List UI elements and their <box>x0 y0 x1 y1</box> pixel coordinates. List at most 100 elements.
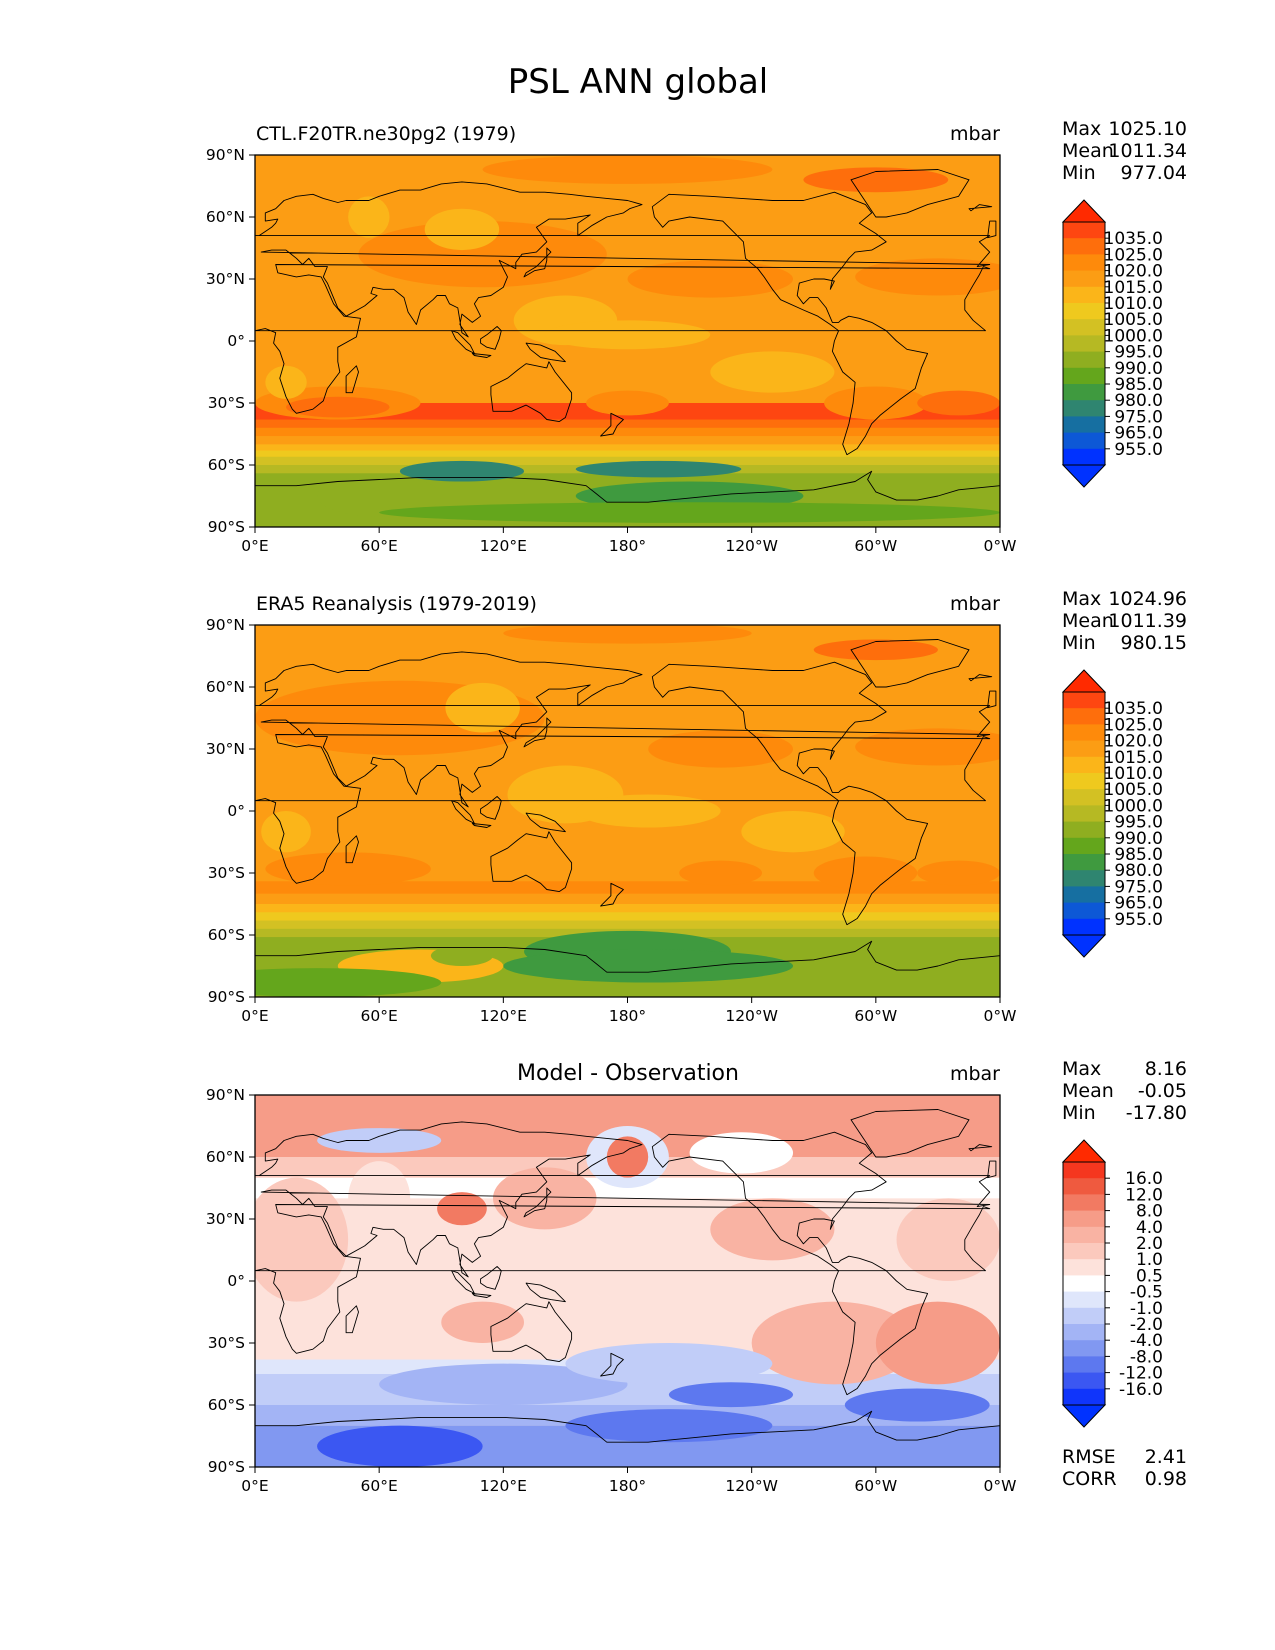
coastline <box>523 717 552 748</box>
stat-max-label-model: Max <box>1062 118 1101 140</box>
colorbar-tick-label: 1005.0 <box>1104 310 1163 330</box>
coastline <box>523 1187 552 1218</box>
colorbar-frame <box>1062 691 1106 936</box>
colorbar-tick-label: 16.0 <box>1125 1169 1163 1189</box>
x-tick-label: 120°W <box>725 537 778 555</box>
coastlines-model <box>255 169 1000 527</box>
x-tick-label: 0°W <box>984 537 1017 555</box>
coastline <box>255 1204 991 1354</box>
y-tick-label: 90°N <box>206 146 245 164</box>
stat-max-label-diff: Max <box>1062 1058 1101 1080</box>
field-contour <box>544 320 711 350</box>
field-contour <box>399 460 525 482</box>
field-contour <box>441 1301 525 1344</box>
colorbar-tick-label: 1000.0 <box>1104 796 1163 816</box>
x-tick-label: 180° <box>609 1007 646 1025</box>
colorbar-swatch <box>1063 773 1105 790</box>
colorbar-swatch <box>1063 886 1105 903</box>
colorbar-swatch <box>1063 1275 1105 1292</box>
coastline <box>968 1144 993 1152</box>
x-tick-label: 120°E <box>480 1007 527 1025</box>
field-contour <box>917 390 1000 416</box>
colorbar-tick-label: 980.0 <box>1114 861 1163 881</box>
colorbar-tick-label: 985.0 <box>1114 375 1163 395</box>
colorbar-tick-label: 975.0 <box>1114 407 1163 427</box>
colorbar-tick-label: 965.0 <box>1114 894 1163 914</box>
stat-max-label-obs: Max <box>1062 588 1101 610</box>
x-tick-label: 120°W <box>725 1477 778 1495</box>
field-contours-obs <box>255 625 1000 997</box>
colorbar-tick-label: -16.0 <box>1119 1380 1163 1400</box>
colorbar-extend-min <box>1061 464 1107 488</box>
panel-diff: Model - Observation mbar 0°E 60°E 120°E 180… <box>206 1058 1187 1495</box>
colorbar-swatch <box>1063 1388 1105 1406</box>
x-tick-label: 180° <box>609 1477 646 1495</box>
colorbar-extend-max <box>1061 1139 1107 1163</box>
field-contour <box>255 1177 349 1302</box>
colorbar-extend-min <box>1061 934 1107 958</box>
field-contour <box>317 475 442 517</box>
field-contour <box>803 167 949 193</box>
field-contour <box>824 386 928 420</box>
colorbar-swatch <box>1063 756 1105 774</box>
field-contour <box>565 1343 773 1385</box>
y-tick-label: 60°S <box>208 926 245 944</box>
colorbar-tick-label: 1010.0 <box>1104 764 1163 784</box>
coastline <box>255 264 991 414</box>
colorbar-tick-label: 12.0 <box>1125 1185 1163 1205</box>
x-tick-label: 60°W <box>854 537 897 555</box>
colorbar-tick-label: 1025.0 <box>1104 715 1163 735</box>
coastline <box>600 1352 624 1377</box>
coastline <box>850 169 970 218</box>
colorbar-swatch <box>1063 854 1105 871</box>
coastline <box>255 940 1000 997</box>
y-tick-label: 90°S <box>208 1458 245 1476</box>
y-tick-label: 60°S <box>208 1396 245 1414</box>
coastline <box>345 365 359 394</box>
y-axis-diff: 90°N 60°N 30°N 0° 30°S 60°S 90°S <box>206 1086 255 1476</box>
coastline <box>471 352 492 358</box>
stat-min-label-model: Min <box>1062 162 1096 184</box>
colorbar-swatch <box>1063 1356 1105 1373</box>
coastline <box>255 1410 1000 1467</box>
field-contour <box>710 351 835 393</box>
coastline <box>480 796 502 820</box>
field-contour <box>896 1198 1000 1281</box>
colorbar-swatch <box>1063 270 1105 288</box>
y-tick-label: 0° <box>227 332 245 350</box>
colorbar-swatch <box>1063 789 1105 806</box>
y-tick-label: 0° <box>227 802 245 820</box>
colorbar-tick-label: 1035.0 <box>1104 699 1163 719</box>
y-tick-label: 60°N <box>206 1148 245 1166</box>
coastline <box>480 1266 502 1290</box>
coastline <box>345 835 359 864</box>
y-axis-model: 90°N 60°N 30°N 0° 30°S 60°S 90°S <box>206 146 255 536</box>
stats-diff: Max 8.16 Mean -0.05 Min -17.80 <box>1062 1058 1187 1124</box>
colorbar-diff: 16.012.08.04.02.01.00.5-0.5-1.0-2.0-4.0-… <box>1061 1139 1163 1428</box>
colorbar-tick-label: 4.0 <box>1136 1218 1163 1238</box>
y-tick-label: 30°N <box>206 740 245 758</box>
colorbar-tick-label: 985.0 <box>1114 845 1163 865</box>
colorbar-tick-label: -1.0 <box>1130 1299 1163 1319</box>
field-contour <box>679 860 763 886</box>
coastline <box>255 651 991 808</box>
x-tick-label: 60°W <box>854 1007 897 1025</box>
field-contour <box>379 502 1000 523</box>
field-contour <box>358 221 607 288</box>
panel-model: CTL.F20TR.ne30pg2 (1979) mbar 0°E 60°E 120… <box>206 118 1187 555</box>
colorbar-tick-label: 8.0 <box>1136 1202 1163 1222</box>
field-contour <box>917 860 1000 886</box>
colorbar-swatch <box>1063 692 1105 709</box>
stat-mean-value-diff: -0.05 <box>1138 1080 1187 1102</box>
y-axis-obs: 90°N 60°N 30°N 0° 30°S 60°S 90°S <box>206 616 255 1006</box>
field-contour <box>648 730 794 768</box>
colorbar-tick-label: -4.0 <box>1130 1331 1163 1351</box>
colorbar-swatch <box>1063 805 1105 822</box>
stats-obs: Max 1024.96 Mean 1011.39 Min 980.15 <box>1062 588 1187 654</box>
field-contour <box>844 1388 990 1422</box>
coastline <box>987 690 997 709</box>
x-tick-label: 0°E <box>241 1007 268 1025</box>
y-tick-label: 30°S <box>208 864 245 882</box>
field-contour <box>668 1382 794 1408</box>
stat-mean-label-obs: Mean <box>1062 610 1114 632</box>
